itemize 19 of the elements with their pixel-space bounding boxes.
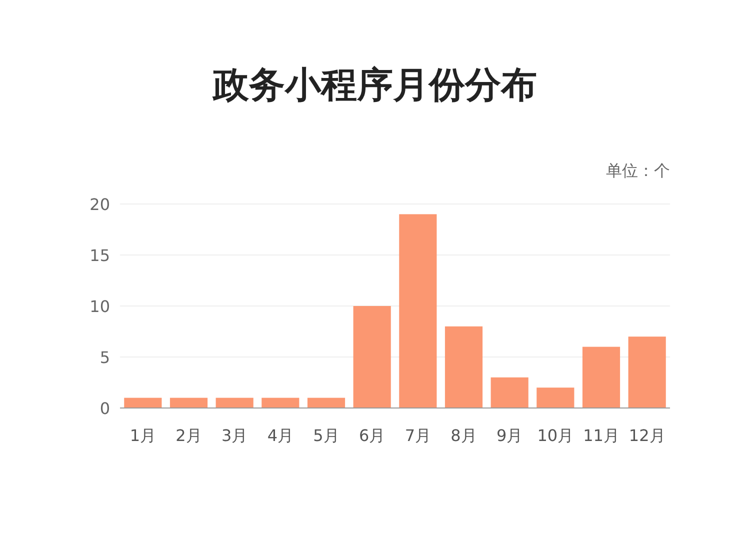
xtick: 9月 [496,426,523,445]
ytick: 15 [90,246,110,265]
xtick: 2月 [176,426,202,445]
xtick: 6月 [359,426,386,445]
xtick: 12月 [628,426,666,445]
ytick: 5 [100,348,110,367]
title: 政务小程序月份分布 [213,65,537,106]
ytick: 0 [100,399,110,418]
xtick: 10月 [537,426,574,445]
xtick: 7月 [404,426,431,445]
xtick: 8月 [450,426,477,445]
xtick: 5月 [313,426,340,445]
xtick: 4月 [267,426,294,445]
ylabel: 单位：个 [606,161,670,180]
xtick: 3月 [222,426,248,445]
xtick: 11月 [583,426,620,445]
ytick: 20 [90,195,110,214]
ytick: 10 [90,297,110,316]
xtick: 1月 [130,426,156,445]
